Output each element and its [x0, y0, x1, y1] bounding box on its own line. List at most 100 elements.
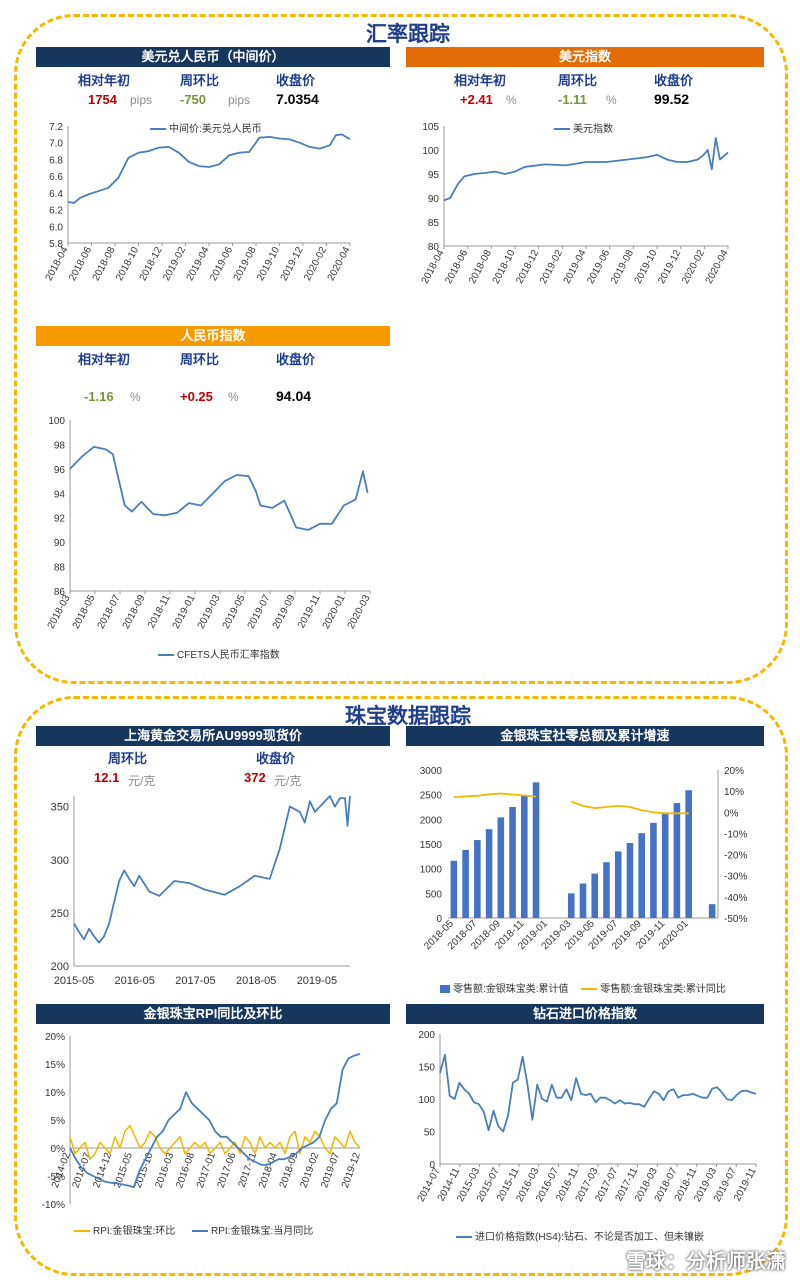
dxy-series-line — [443, 137, 729, 202]
y-tick-label: 6.6 — [49, 172, 63, 183]
cfets-line-chart: 868890929496981002018-032018-052018-0720… — [46, 416, 373, 631]
y-tick-label: 88 — [54, 563, 66, 574]
y-tick-label: 5.8 — [49, 239, 63, 250]
dxy-wow-value: -1.11 — [558, 92, 587, 107]
y-tick-label: 50 — [424, 1128, 436, 1139]
watermark: 雪球：分析师张潇 — [626, 1251, 786, 1273]
cfets-series-line — [69, 446, 369, 531]
cfets-ytd-unit: % — [130, 390, 141, 404]
x-tick-label: 2019-01 — [171, 593, 198, 631]
retail-bar — [497, 817, 505, 918]
y-tick-label: 0% — [51, 1144, 66, 1155]
cfets-legend: CFETS人民币汇率指数 — [158, 646, 280, 661]
usdcny-label-close: 收盘价 — [276, 73, 316, 88]
x-tick-label: 2014-12 — [91, 1151, 114, 1190]
usdcny-ytd-value: 1754 — [88, 92, 117, 107]
x-tick-label: 2020-04 — [326, 245, 353, 283]
retail-bar — [521, 795, 528, 918]
gold-label-close: 收盘价 — [256, 751, 296, 766]
legend-swatch — [150, 128, 166, 131]
x-tick-label: 2016-03 — [154, 1151, 177, 1190]
retail-bar — [661, 812, 669, 918]
y2-tick-label: -30% — [724, 872, 747, 883]
gold-series-line — [73, 795, 351, 944]
y-tick-label: 96 — [54, 465, 66, 476]
y-tick-label: 7.0 — [49, 139, 63, 150]
y-tick-label: 6.4 — [49, 189, 63, 200]
gold-wow-value: 12.1 — [94, 770, 120, 785]
x-tick-label: 2019-05 — [221, 593, 248, 631]
y-tick-label: 0 — [429, 1160, 435, 1171]
usdcny-legend-label: 中间价:美元兑人民币 — [169, 124, 262, 135]
retail-bar — [485, 829, 493, 918]
usdcny-series-line — [67, 133, 351, 204]
gold-title-bar: 上海黄金交易所AU9999现货价 — [36, 726, 390, 746]
retail-bar — [462, 849, 469, 918]
rpi-line-chart: -10%-5%0%5%10%15%20%2014-022014-072014-1… — [42, 1032, 363, 1211]
retail-bar — [509, 807, 516, 918]
diamond-line-chart: 0501001502002014-072014-112015-032015-07… — [416, 1030, 759, 1204]
legend-swatch-line — [581, 988, 598, 991]
diamond-legend: 进口价格指数(HS4):钻石、不论是否加工、但未镶嵌 — [456, 1228, 704, 1243]
y-tick-label: 0 — [436, 914, 442, 925]
retail-bar — [591, 873, 599, 918]
retail-bar — [603, 862, 610, 918]
cfets-close-value: 94.04 — [276, 388, 312, 404]
y-tick-label: 1000 — [420, 865, 443, 876]
retail-growth-line — [454, 794, 712, 900]
x-tick-label: 2018-04 — [257, 1151, 280, 1190]
retail-bar — [532, 782, 540, 918]
retail-bar — [614, 851, 622, 918]
usdcny-wow-unit: pips — [228, 93, 251, 107]
y-tick-label: 2000 — [420, 815, 443, 826]
legend-swatch — [456, 1236, 472, 1239]
cfets-label-close: 收盘价 — [276, 352, 316, 367]
y-tick-label: 3000 — [420, 766, 443, 777]
cfets-label-ytd: 相对年初 — [78, 352, 131, 367]
y-tick-label: 6.0 — [49, 222, 63, 233]
y-tick-label: 80 — [428, 242, 440, 253]
y-tick-label: 300 — [51, 855, 69, 867]
y-tick-label: 20% — [45, 1032, 65, 1043]
y-tick-label: 7.2 — [49, 122, 63, 133]
dxy-close-value: 99.52 — [654, 91, 690, 107]
y-tick-label: 5% — [51, 1116, 66, 1127]
dxy-label-wow: 周环比 — [558, 73, 598, 88]
x-tick-label: 2019-05 — [297, 975, 337, 987]
y-tick-label: 500 — [425, 889, 442, 900]
legend-swatch-bar — [440, 985, 450, 994]
dxy-ytd-unit: % — [506, 93, 517, 107]
usdcny-title-bar: 美元兑人民币（中间价） — [36, 47, 390, 67]
legend-swatch-b — [192, 1230, 209, 1233]
y-tick-label: 100 — [418, 1095, 435, 1106]
x-tick-label: 2017-05 — [175, 975, 215, 987]
y-tick-label: 100 — [48, 416, 65, 427]
legend-swatch — [158, 654, 174, 657]
retail-legend-line-label: 零售额:金银珠宝类:累计同比 — [600, 984, 726, 995]
fx-section-frame — [14, 14, 788, 684]
y-tick-label: 90 — [428, 194, 440, 205]
y-tick-label: -5% — [47, 1172, 65, 1183]
y-tick-label: 6.2 — [49, 206, 63, 217]
y2-tick-label: 10% — [724, 787, 744, 798]
y-tick-label: 86 — [54, 587, 66, 598]
x-tick-label: 2017-06 — [216, 1151, 239, 1190]
x-tick-label: 2019-03 — [196, 593, 223, 631]
x-tick-label: 2020-01 — [321, 593, 348, 631]
jewelry-section-title: 珠宝数据跟踪 — [327, 700, 489, 730]
dxy-title-bar: 美元指数 — [406, 47, 764, 67]
usdcny-ytd-unit: pips — [130, 93, 153, 107]
dxy-line-chart: 808590951001052018-042018-062018-082018-… — [420, 122, 731, 286]
x-tick-label: 2018-07 — [96, 593, 123, 631]
rpi-legend-b-label: RPI:金银珠宝:当月同比 — [211, 1226, 314, 1237]
x-tick-label: 2018-05 — [236, 975, 276, 987]
cfets-title-bar: 人民币指数 — [36, 326, 390, 346]
retail-bar — [685, 790, 692, 918]
y2-tick-label: -10% — [724, 829, 747, 840]
retail-bar — [708, 904, 716, 918]
x-tick-label: 2019-02 — [299, 1151, 322, 1190]
y-tick-label: 95 — [428, 170, 440, 181]
retail-bar — [638, 833, 645, 918]
y-tick-label: 100 — [422, 146, 439, 157]
x-tick-label: 2018-11 — [146, 593, 173, 630]
